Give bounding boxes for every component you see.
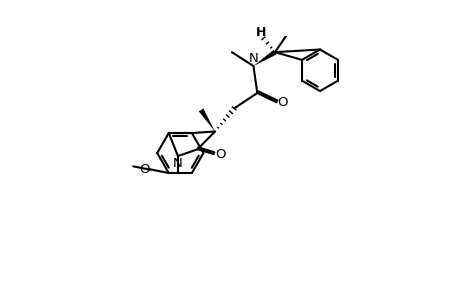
Text: N: N <box>248 52 258 64</box>
Text: O: O <box>214 148 225 160</box>
Polygon shape <box>198 109 214 131</box>
Polygon shape <box>253 50 276 66</box>
Text: N: N <box>173 157 183 170</box>
Text: H: H <box>255 26 266 39</box>
Text: O: O <box>277 96 287 109</box>
Text: O: O <box>139 163 150 176</box>
